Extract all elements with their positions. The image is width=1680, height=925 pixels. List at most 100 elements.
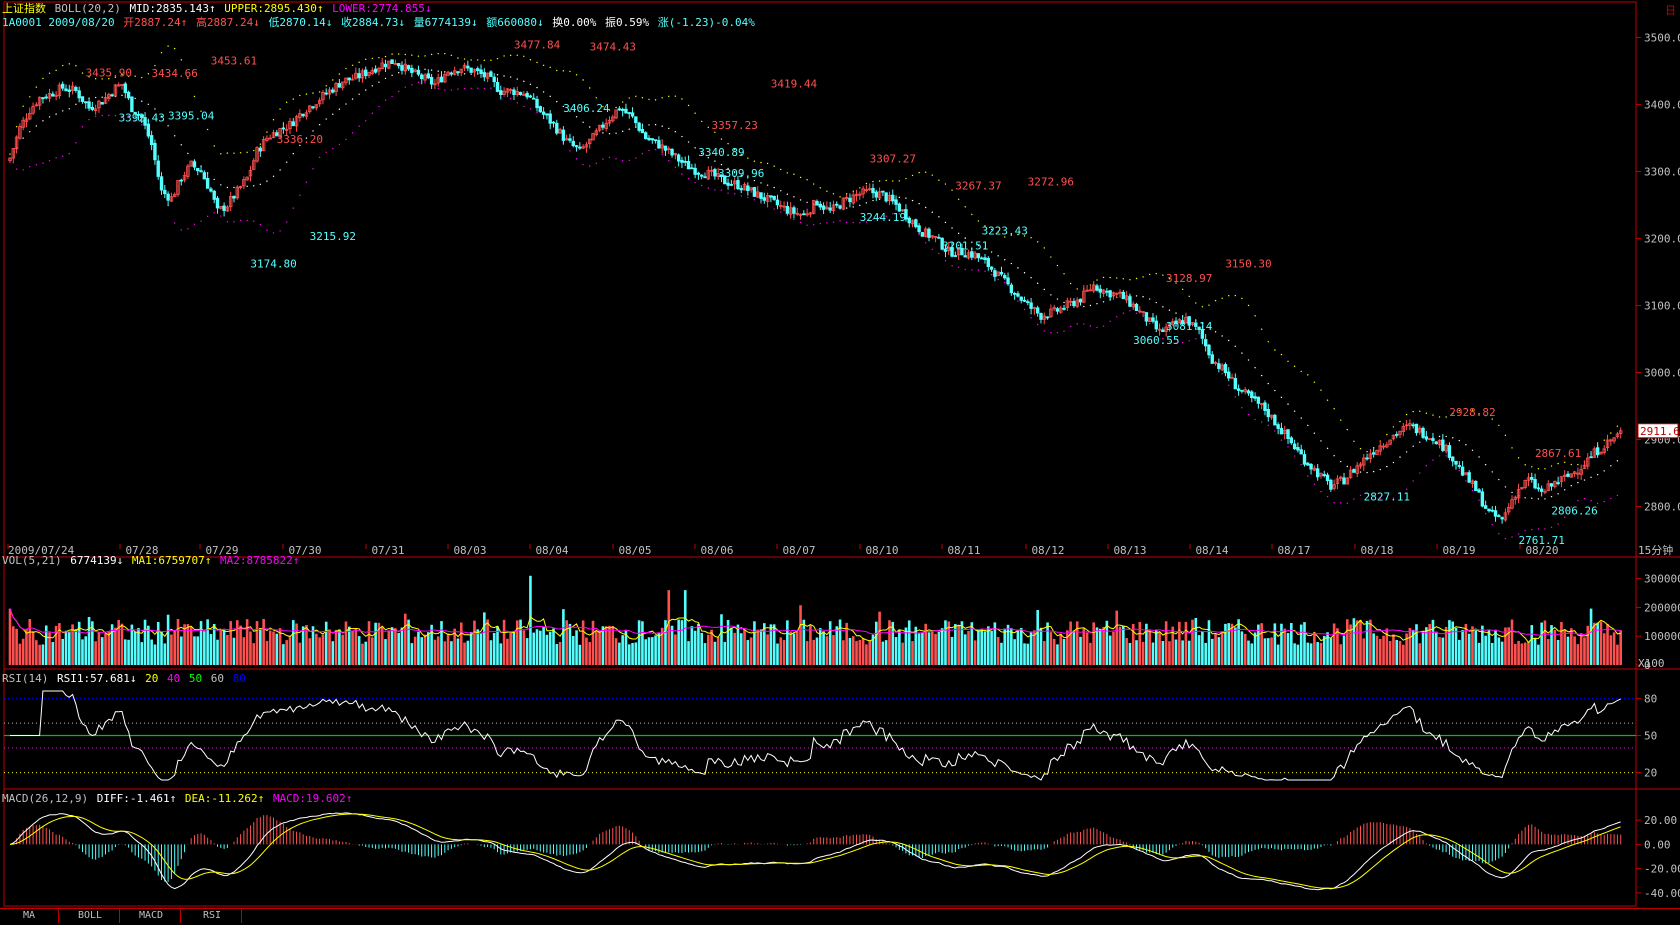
- boll-mid-band-dot: [259, 183, 262, 186]
- candle-up: [1553, 480, 1557, 487]
- volume-bar: [986, 626, 990, 665]
- boll-mid-band-dot: [496, 74, 499, 76]
- volume-bar: [954, 624, 957, 665]
- candle-up: [1358, 463, 1363, 467]
- candle-down: [752, 187, 757, 197]
- period-toggle-button[interactable]: 日: [1665, 4, 1676, 17]
- candle-down: [456, 71, 460, 74]
- boll-mid-band-dot: [180, 144, 182, 146]
- boll-mid-band-dot: [714, 160, 716, 162]
- volume-bar: [795, 631, 799, 665]
- candle-up: [271, 132, 276, 139]
- volume-bar: [11, 626, 15, 665]
- candle-down: [920, 232, 925, 237]
- volume-bar: [117, 619, 120, 665]
- volume-bar: [730, 627, 733, 665]
- volume-bar: [1085, 632, 1089, 665]
- volume-bar: [1375, 635, 1379, 665]
- macd-tick-label: 20.00: [1644, 814, 1677, 827]
- boll-upper-band-dot: [358, 61, 360, 64]
- candle-down: [746, 185, 750, 192]
- volume-bar: [993, 622, 997, 665]
- boll-mid-band-dot: [68, 108, 70, 110]
- boll-mid-band-dot: [1300, 417, 1302, 419]
- boll-lower-band-dot: [957, 266, 960, 268]
- volume-bar: [1316, 642, 1319, 665]
- boll-upper: UPPER:2895.430↑: [224, 2, 324, 15]
- boll-mid-band-dot: [1392, 461, 1395, 464]
- candle-down: [976, 253, 981, 259]
- boll-upper-band-dot: [483, 59, 486, 62]
- candle-down: [1128, 296, 1132, 307]
- volume-bar: [809, 624, 812, 665]
- candle-up: [522, 94, 526, 96]
- candle-down: [311, 106, 315, 109]
- candle-down: [1240, 389, 1244, 392]
- boll-upper-band-dot: [668, 95, 670, 98]
- quote-header: 1A0001 2009/08/20 开2887.24↑ 高2887.24↓ 低2…: [2, 16, 757, 30]
- boll-upper-band-dot: [602, 105, 604, 108]
- candle-down: [528, 95, 533, 98]
- candle-down: [1292, 443, 1297, 450]
- vol-tick-label: 300000: [1644, 573, 1680, 586]
- volume-bar: [1398, 640, 1402, 665]
- candle-up: [1332, 484, 1336, 489]
- candle-down: [871, 187, 875, 194]
- boll-upper-band-dot: [253, 149, 255, 152]
- boll-mid-band-dot: [154, 108, 156, 110]
- boll-upper-band-dot: [1109, 276, 1111, 279]
- candle-down: [1072, 300, 1076, 307]
- boll-lower-band-dot: [687, 177, 690, 180]
- candle-down: [331, 89, 335, 93]
- volume-bar: [825, 636, 829, 665]
- candle-up: [1167, 323, 1172, 328]
- volume-bar: [1273, 623, 1277, 665]
- boll-lower-band-dot: [569, 150, 571, 152]
- candle-down: [532, 97, 536, 100]
- volume-bar: [565, 620, 568, 665]
- candle-down: [680, 159, 684, 163]
- boll-lower-band-dot: [285, 221, 288, 223]
- boll-lower-band-dot: [984, 270, 986, 272]
- boll-lower-band-dot: [1129, 310, 1131, 312]
- candle-up: [1052, 307, 1056, 310]
- boll-mid-band-dot: [1155, 301, 1157, 304]
- volume-bar: [792, 633, 796, 665]
- boll-lower-band-dot: [707, 187, 710, 189]
- candle-up: [594, 130, 599, 136]
- boll-mid-band-dot: [305, 137, 308, 139]
- boll-lower-band-dot: [786, 214, 789, 217]
- price-label: 3406.24: [563, 102, 610, 115]
- volume-bar: [1046, 622, 1049, 665]
- volume-bar: [120, 623, 124, 665]
- tab-macd[interactable]: MACD: [122, 909, 181, 923]
- candle-down: [1431, 438, 1435, 441]
- boll-mid-band-dot: [799, 199, 802, 201]
- boll-lower-band-dot: [1564, 516, 1566, 518]
- tab-ma[interactable]: MA: [0, 909, 59, 923]
- candle-up: [1032, 307, 1037, 310]
- candle-down: [1414, 423, 1419, 434]
- boll-mid-band-dot: [964, 237, 966, 239]
- boll-mid-band-dot: [345, 103, 347, 105]
- volume-bar: [963, 634, 967, 665]
- candle-down: [77, 90, 81, 99]
- boll-lower-band-dot: [602, 158, 604, 160]
- candle-down: [476, 68, 480, 71]
- volume-value: 量6774139↓: [413, 16, 478, 29]
- turnover-value: 换0.00%: [552, 16, 597, 29]
- tab-boll[interactable]: BOLL: [61, 909, 120, 923]
- tab-rsi[interactable]: RSI: [183, 909, 242, 923]
- boll-lower-band-dot: [259, 223, 262, 226]
- boll-mid-band-dot: [1267, 382, 1269, 385]
- volume-bar: [397, 632, 400, 665]
- volume-bar: [555, 644, 559, 665]
- boll-lower-band-dot: [1102, 325, 1105, 327]
- boll-mid-band-dot: [503, 75, 505, 77]
- candle-down: [1022, 299, 1027, 302]
- volume-bar: [456, 638, 460, 665]
- date-label: 08/10: [865, 544, 898, 557]
- boll-mid-band-dot: [549, 95, 551, 98]
